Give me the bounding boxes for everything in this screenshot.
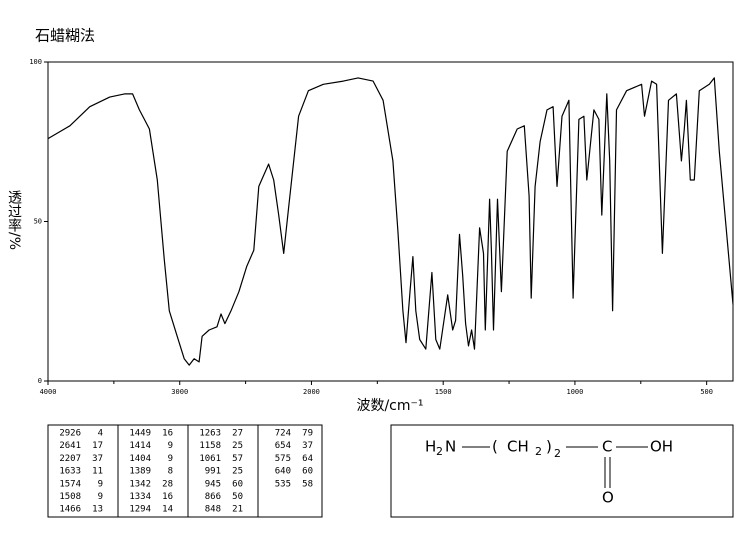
subscript: 2: [554, 447, 561, 460]
chart-title: 石蜡糊法: [35, 27, 95, 45]
peak-transmittance: 11: [92, 467, 103, 477]
peak-wavenumber: 724: [275, 429, 291, 439]
peak-transmittance: 57: [232, 454, 243, 464]
peak-wavenumber: 1574: [59, 479, 81, 489]
peak-transmittance: 25: [232, 441, 243, 451]
peak-transmittance: 17: [92, 441, 103, 451]
x-tick-label: 3000: [171, 388, 188, 396]
peak-wavenumber: 1342: [129, 479, 151, 489]
x-tick-label: 2000: [303, 388, 320, 396]
subscript: 2: [535, 445, 542, 458]
peak-wavenumber: 1633: [59, 467, 81, 477]
peak-wavenumber: 2641: [59, 441, 81, 451]
peak-wavenumber: 848: [205, 505, 221, 515]
peak-wavenumber: 1158: [199, 441, 221, 451]
peak-transmittance: 58: [302, 479, 313, 489]
peak-wavenumber: 945: [205, 479, 221, 489]
structure-frame: [390, 424, 734, 518]
peak-wavenumber: 640: [275, 467, 291, 477]
peak-wavenumber: 2207: [59, 454, 81, 464]
peak-wavenumber: 1294: [129, 505, 151, 515]
peak-transmittance: 9: [168, 441, 173, 451]
atom: C: [602, 438, 612, 456]
peak-transmittance: 9: [98, 479, 103, 489]
y-tick-label: 100: [29, 58, 42, 66]
peak-wavenumber: 1466: [59, 505, 81, 515]
peak-wavenumber: 1404: [129, 454, 151, 464]
peak-transmittance: 28: [162, 479, 173, 489]
subscript: 2: [436, 445, 443, 458]
x-tick-label: 1500: [435, 388, 452, 396]
atom: H: [425, 438, 436, 456]
atom: N: [445, 438, 456, 456]
peak-wavenumber: 1414: [129, 441, 151, 451]
peak-transmittance: 25: [232, 467, 243, 477]
peak-table-frame: [47, 424, 323, 518]
bracket: (: [492, 438, 498, 456]
peak-transmittance: 4: [98, 429, 103, 439]
peak-transmittance: 37: [92, 454, 103, 464]
peak-wavenumber: 991: [205, 467, 221, 477]
spectrum-line: [47, 77, 734, 366]
peak-wavenumber: 1389: [129, 467, 151, 477]
x-tick-label: 500: [700, 388, 713, 396]
peak-transmittance: 64: [302, 454, 313, 464]
peak-wavenumber: 1449: [129, 429, 151, 439]
peak-transmittance: 16: [162, 429, 173, 439]
peak-wavenumber: 654: [275, 441, 291, 451]
y-axis-label: 透过率/%: [6, 190, 22, 250]
peak-wavenumber: 1061: [199, 454, 221, 464]
group: OH: [650, 438, 673, 456]
peak-transmittance: 79: [302, 429, 313, 439]
atom: O: [602, 489, 614, 507]
peak-transmittance: 16: [162, 492, 173, 502]
peak-transmittance: 27: [232, 429, 243, 439]
peak-wavenumber: 1263: [199, 429, 221, 439]
peak-transmittance: 9: [98, 492, 103, 502]
y-tick-label: 0: [38, 377, 42, 385]
peak-transmittance: 13: [92, 505, 103, 515]
peak-transmittance: 14: [162, 505, 173, 515]
x-tick-label: 4000: [40, 388, 57, 396]
peak-transmittance: 60: [302, 467, 313, 477]
peak-transmittance: 21: [232, 505, 243, 515]
peak-transmittance: 37: [302, 441, 313, 451]
group: CH: [507, 438, 529, 456]
bracket: ): [546, 438, 552, 456]
peak-transmittance: 60: [232, 479, 243, 489]
plot-frame: [47, 61, 734, 382]
peak-wavenumber: 2926: [59, 429, 81, 439]
y-tick-label: 50: [34, 218, 42, 226]
peak-transmittance: 9: [168, 454, 173, 464]
x-tick-label: 1000: [566, 388, 583, 396]
peak-wavenumber: 535: [275, 479, 291, 489]
peak-wavenumber: 1334: [129, 492, 151, 502]
structure: H 2 N ( CH 2 ) 2 C OH O: [425, 438, 673, 507]
peak-wavenumber: 866: [205, 492, 221, 502]
peak-transmittance: 8: [168, 467, 173, 477]
peak-wavenumber: 575: [275, 454, 291, 464]
peak-wavenumber: 1508: [59, 492, 81, 502]
peak-transmittance: 50: [232, 492, 243, 502]
x-axis-label: 波数/cm⁻¹: [356, 398, 423, 414]
